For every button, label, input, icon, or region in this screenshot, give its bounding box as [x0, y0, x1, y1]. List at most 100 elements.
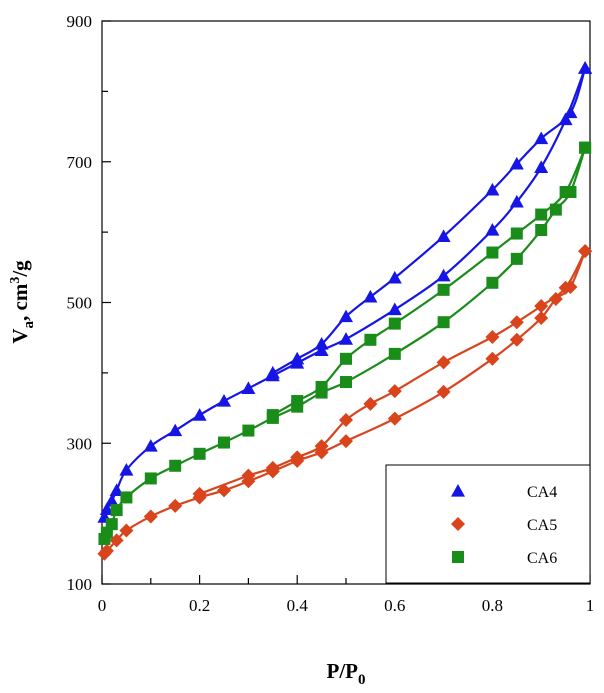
data-point: [193, 447, 206, 460]
data-point: [110, 504, 123, 517]
data-point: [534, 131, 549, 145]
data-point: [339, 309, 353, 323]
data-point: [510, 227, 523, 240]
legend-box: [385, 464, 591, 584]
data-point: [143, 439, 158, 452]
data-point: [486, 246, 499, 259]
legend: CA4 CA5 CA6: [385, 464, 591, 584]
data-point: [363, 396, 378, 411]
data-point: [339, 434, 353, 449]
data-point: [510, 252, 523, 265]
adsorption-curve: [103, 147, 587, 540]
data-point: [217, 394, 231, 407]
data-point: [217, 483, 231, 498]
data-point: [387, 384, 402, 399]
x-tick-label: 1: [586, 596, 595, 615]
desorption-curve: [272, 147, 587, 417]
data-point: [192, 486, 207, 501]
data-point: [387, 270, 402, 284]
axes: 100 300 500 700 900 0 0.2 0.4 0.6 0.8 1: [67, 12, 595, 615]
data-point: [99, 543, 114, 558]
legend-marker-ca4: [451, 484, 465, 497]
data-point: [218, 436, 230, 449]
data-point: [485, 223, 500, 236]
data-point: [339, 332, 353, 345]
data-point: [168, 498, 183, 513]
data-point: [363, 289, 378, 303]
data-point: [559, 186, 572, 199]
data-point: [387, 411, 402, 426]
data-point: [241, 468, 256, 483]
data-point: [509, 156, 524, 170]
legend-marker-ca5: [451, 517, 465, 531]
desorption-curve: [199, 250, 587, 495]
data-point: [340, 352, 352, 365]
data-point: [143, 509, 158, 524]
data-point: [169, 459, 182, 472]
legend-label-ca4: CA4: [527, 484, 557, 501]
y-tick-label: 700: [67, 153, 93, 172]
data-point: [109, 483, 124, 497]
data-point: [485, 351, 500, 366]
data-point: [387, 302, 402, 316]
data-point: [315, 380, 328, 393]
series-ca5: [97, 244, 593, 561]
x-tick-label: 0.2: [189, 596, 210, 615]
data-point: [340, 376, 352, 389]
data-point: [558, 112, 573, 126]
y-axis-title: Va, cm3/g: [8, 260, 37, 344]
data-point: [548, 291, 563, 306]
data-point: [549, 203, 562, 216]
series-layer: [97, 61, 593, 561]
y-tick-label: 900: [67, 12, 93, 31]
data-point: [485, 182, 500, 196]
data-point: [388, 347, 401, 360]
data-point: [509, 315, 524, 330]
data-point: [242, 424, 255, 437]
data-point: [105, 518, 118, 531]
series-ca6: [98, 141, 592, 545]
series-ca4: [97, 61, 593, 523]
adsorption-curve: [103, 67, 587, 518]
data-point: [578, 61, 593, 74]
data-point: [339, 413, 353, 428]
data-point: [119, 523, 134, 538]
data-point: [266, 409, 279, 422]
data-point: [486, 276, 499, 289]
x-tick-label: 0: [98, 596, 107, 615]
data-point: [535, 208, 548, 221]
data-point: [291, 395, 304, 408]
data-point: [534, 310, 549, 325]
data-point: [265, 460, 280, 475]
data-point: [563, 105, 578, 119]
data-point: [558, 280, 573, 295]
data-point: [120, 491, 133, 504]
data-point: [314, 337, 329, 350]
data-point: [290, 351, 305, 365]
data-point: [388, 317, 401, 330]
data-point: [534, 160, 549, 173]
data-point: [436, 384, 451, 399]
data-point: [578, 244, 593, 259]
data-point: [99, 502, 114, 516]
data-point: [192, 408, 207, 421]
data-point: [437, 283, 450, 296]
x-tick-label: 0.8: [482, 596, 503, 615]
data-point: [265, 365, 280, 379]
data-point: [104, 493, 119, 507]
data-point: [314, 439, 329, 454]
y-tick-label: 300: [67, 434, 93, 453]
data-point: [509, 194, 524, 208]
legend-marker-ca6: [452, 551, 464, 563]
data-point: [534, 299, 549, 314]
data-point: [290, 450, 305, 465]
x-tick-label: 0.4: [287, 596, 309, 615]
data-point: [436, 229, 451, 242]
data-point: [579, 141, 592, 154]
x-axis-title: P/P0: [327, 659, 366, 688]
data-point: [119, 462, 134, 476]
data-point: [436, 355, 451, 370]
data-point: [144, 472, 157, 485]
y-tick-label: 500: [67, 294, 93, 313]
